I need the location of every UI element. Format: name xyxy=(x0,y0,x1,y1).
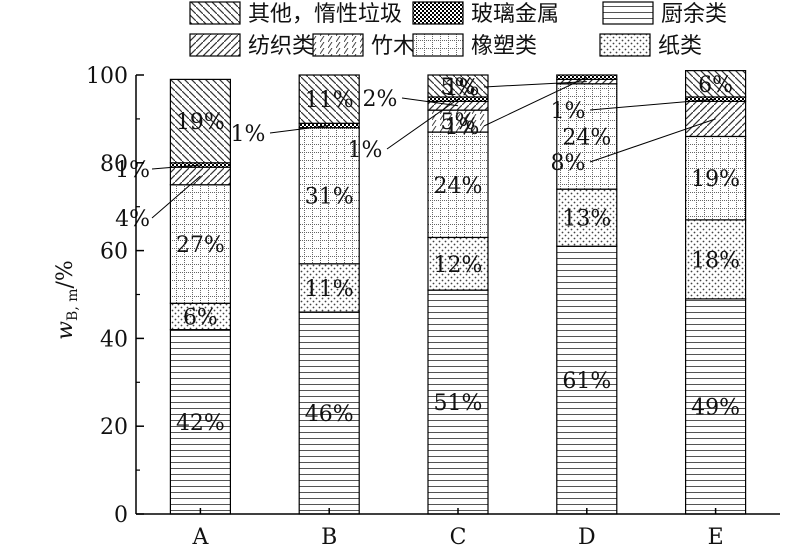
y-tick-label-0: 0 xyxy=(114,503,128,528)
label-C-0: 51% xyxy=(434,391,483,416)
percent-labels: 42% 46% 51% 61% 49% 6% 11% 12% 13% 18% 27% 31% 24% 24… xyxy=(115,73,740,436)
label-C-3: 5% xyxy=(441,110,476,135)
label-C-6: 5% xyxy=(441,75,476,100)
x-tick-label-D: D xyxy=(578,525,596,550)
x-tick-label-E: E xyxy=(708,525,724,550)
label-E-2: 19% xyxy=(691,167,740,192)
bar-segment-A-6 xyxy=(169,78,231,164)
label-C-5: 1% xyxy=(348,138,383,163)
leader-C-4 xyxy=(401,97,459,107)
label-E-6: 6% xyxy=(698,73,733,98)
label-D-1: 13% xyxy=(562,207,611,232)
label-E-4: 8% xyxy=(551,151,586,176)
leader-B-5 xyxy=(269,124,330,134)
label-A-1: 6% xyxy=(183,305,218,330)
bar-segment-C-2 xyxy=(427,131,489,239)
label-D-4: 1% xyxy=(445,76,480,101)
x-tick-label-B: B xyxy=(321,525,337,550)
legend-label-1: 玻璃金属 xyxy=(471,2,559,27)
label-A-6: 19% xyxy=(176,110,225,135)
bar-segment-B-6 xyxy=(298,74,360,124)
label-B-0: 46% xyxy=(305,402,354,427)
x-tick-label-C: C xyxy=(450,525,467,550)
legend-swatch-1 xyxy=(412,1,464,25)
legend-label-6: 纸类 xyxy=(658,34,702,59)
label-E-5: 1% xyxy=(551,99,586,124)
leader-C-5 xyxy=(386,98,459,150)
bar-segment-A-0 xyxy=(169,329,231,515)
label-A-5: 1% xyxy=(115,158,150,183)
leader-A-4 xyxy=(151,175,201,219)
bar-segment-B-2 xyxy=(298,127,360,265)
label-C-2: 24% xyxy=(434,174,483,199)
label-B-2: 31% xyxy=(305,185,354,210)
bar-segment-E-2 xyxy=(684,135,747,221)
legend-label-5: 橡塑类 xyxy=(471,34,537,59)
y-tick-label-20: 20 xyxy=(100,415,128,440)
label-B-1: 11% xyxy=(305,277,354,302)
bar-segment-C-0 xyxy=(427,289,489,515)
bar-segment-E-0 xyxy=(684,298,747,515)
legend-label-2: 厨余类 xyxy=(661,2,727,27)
legend-swatch-6 xyxy=(599,33,651,57)
label-A-0: 42% xyxy=(176,411,225,436)
label-D-5: 1% xyxy=(445,115,480,140)
label-E-1: 18% xyxy=(691,248,740,273)
plot-area: 42% 46% 51% 61% 49% 6% 11% 12% 13% 18% 27% 31% 24% 24… xyxy=(115,70,747,515)
legend-label-0: 其他，惰性垃圾 xyxy=(248,2,402,27)
y-axis-title: wB, m/% xyxy=(53,260,81,340)
legend-swatch-3 xyxy=(189,33,241,57)
bar-segment-D-2 xyxy=(556,83,618,190)
leader-D-5 xyxy=(483,76,588,127)
leader-D-4 xyxy=(483,81,587,88)
x-tick-label-A: A xyxy=(191,525,209,550)
legend-swatch-4 xyxy=(312,33,364,57)
bar-segment-E-6 xyxy=(684,70,747,98)
legend-swatch-5 xyxy=(412,33,464,57)
label-B-6: 11% xyxy=(305,88,354,113)
legend-swatch-0 xyxy=(189,1,241,25)
bar-segment-A-2 xyxy=(169,184,231,304)
y-tick-label-40: 40 xyxy=(100,327,128,352)
label-D-2: 24% xyxy=(562,125,611,150)
y-tick-label-100: 100 xyxy=(86,64,128,89)
leader-lines xyxy=(151,76,716,219)
axes: 0 20 40 60 80 100 A B C D EwB, m/% xyxy=(53,64,780,550)
leader-E-4 xyxy=(589,118,716,163)
label-C-4: 2% xyxy=(363,87,398,112)
bar-segment-B-1 xyxy=(298,263,360,313)
leader-A-5 xyxy=(151,164,201,170)
bar-segment-C-6 xyxy=(427,74,489,98)
label-B-5: 1% xyxy=(231,122,266,147)
label-D-0: 61% xyxy=(562,369,611,394)
bar-segment-E-1 xyxy=(684,219,747,300)
label-C-1: 12% xyxy=(434,253,483,278)
leader-E-5 xyxy=(589,98,716,111)
label-A-4: 4% xyxy=(115,207,150,232)
bar-segment-E-4 xyxy=(684,100,747,138)
y-tick-label-60: 60 xyxy=(100,240,128,265)
label-A-2: 27% xyxy=(176,233,225,258)
y-tick-label-80: 80 xyxy=(100,152,128,177)
legend-label-3: 纺织类 xyxy=(248,34,314,59)
label-E-0: 49% xyxy=(691,395,740,420)
legend-swatch-2 xyxy=(602,1,654,25)
